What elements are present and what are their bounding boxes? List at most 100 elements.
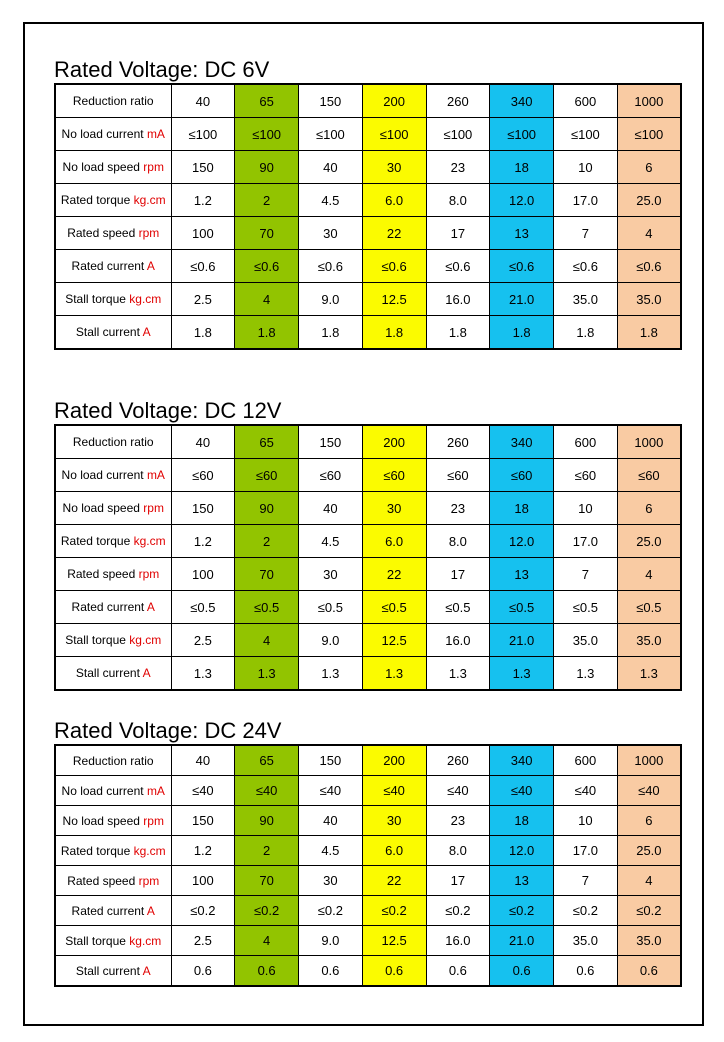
value-cell: 1.3 xyxy=(170,656,236,691)
param-label-cell: Rated speed rpm xyxy=(54,216,172,250)
table-row: Rated current A ≤0.5 ≤0.5 ≤0.5 ≤0.5 ≤0.5 ≤0.5 ≤… xyxy=(54,590,682,624)
value-cell: ≤0.2 xyxy=(361,895,427,926)
value-cell: 1.3 xyxy=(616,656,682,691)
value-cell: ≤40 xyxy=(170,775,236,806)
table-row: No load speed rpm 150 90 40 30 23 18 10 6 xyxy=(54,805,682,836)
param-unit: rpm xyxy=(138,873,160,888)
table-row: Rated speed rpm 100 70 30 22 17 13 7 4 xyxy=(54,557,682,591)
value-cell: 30 xyxy=(298,216,363,250)
param-label: Reduction ratio xyxy=(72,435,154,449)
value-cell: 16.0 xyxy=(425,623,491,657)
param-label-cell: No load current mA xyxy=(54,775,172,806)
section-title: Rated Voltage: DC 24V xyxy=(54,718,282,743)
value-cell: 35.0 xyxy=(616,623,682,657)
value-cell: 600 xyxy=(553,744,618,776)
value-cell: 4.5 xyxy=(298,524,363,558)
value-cell: ≤0.6 xyxy=(553,249,618,283)
value-cell: ≤0.6 xyxy=(489,249,554,283)
value-cell: ≤0.5 xyxy=(425,590,491,624)
value-cell: 10 xyxy=(553,805,618,836)
value-cell: 10 xyxy=(553,150,618,184)
value-cell: 260 xyxy=(425,83,491,118)
value-cell: 1.3 xyxy=(298,656,363,691)
value-cell: 35.0 xyxy=(553,623,618,657)
value-cell: 1.2 xyxy=(170,524,236,558)
value-cell: 4 xyxy=(234,925,299,956)
value-cell: 40 xyxy=(298,491,363,525)
value-cell: 6 xyxy=(616,805,682,836)
value-cell: 1.3 xyxy=(489,656,554,691)
param-label-cell: Stall current A xyxy=(54,656,172,691)
value-cell: ≤100 xyxy=(489,117,554,151)
value-cell: 150 xyxy=(170,491,236,525)
value-cell: 1.2 xyxy=(170,835,236,866)
param-unit: kg.cm xyxy=(129,933,162,948)
value-cell: 150 xyxy=(170,805,236,836)
value-cell: 23 xyxy=(425,805,491,836)
param-label-cell: Reduction ratio xyxy=(54,744,172,776)
value-cell: 1.3 xyxy=(361,656,427,691)
value-cell: 2.5 xyxy=(170,623,236,657)
value-cell: 18 xyxy=(489,805,554,836)
param-unit: mA xyxy=(146,127,165,141)
value-cell: 21.0 xyxy=(489,623,554,657)
value-cell: ≤40 xyxy=(616,775,682,806)
value-cell: 70 xyxy=(234,216,299,250)
value-cell: 25.0 xyxy=(616,183,682,217)
value-cell: 90 xyxy=(234,150,299,184)
page-frame xyxy=(23,22,704,1026)
section-title: Rated Voltage: DC 6V xyxy=(54,57,270,82)
value-cell: 0.6 xyxy=(170,955,236,987)
value-cell: ≤0.2 xyxy=(616,895,682,926)
value-cell: ≤100 xyxy=(553,117,618,151)
value-cell: 17.0 xyxy=(553,524,618,558)
param-unit: rpm xyxy=(143,501,164,515)
value-cell: 4.5 xyxy=(298,835,363,866)
value-cell: 4 xyxy=(234,623,299,657)
param-unit: rpm xyxy=(143,813,164,828)
value-cell: 1.8 xyxy=(298,315,363,350)
value-cell: 0.6 xyxy=(298,955,363,987)
value-cell: 6.0 xyxy=(361,835,427,866)
value-cell: ≤0.2 xyxy=(234,895,299,926)
value-cell: 8.0 xyxy=(425,835,491,866)
value-cell: 17 xyxy=(425,557,491,591)
value-cell: 260 xyxy=(425,744,491,776)
value-cell: 35.0 xyxy=(553,282,618,316)
value-cell: ≤0.6 xyxy=(425,249,491,283)
value-cell: 35.0 xyxy=(553,925,618,956)
value-cell: 150 xyxy=(298,424,363,459)
table-row: Stall current A 0.6 0.6 0.6 0.6 0.6 0.6 0.6 0.6 xyxy=(54,955,682,987)
param-label-cell: No load current mA xyxy=(54,458,172,492)
spec-section-dc24v: Rated Voltage: DC 24V Reduction ratio 40 6… xyxy=(54,718,682,987)
value-cell: 4 xyxy=(616,216,682,250)
param-label-cell: Rated torque kg.cm xyxy=(54,183,172,217)
value-cell: 65 xyxy=(234,744,299,776)
param-label: Stall torque xyxy=(65,292,130,306)
param-unit: mA xyxy=(146,783,165,798)
value-cell: 1.8 xyxy=(361,315,427,350)
value-cell: ≤0.5 xyxy=(553,590,618,624)
param-unit: A xyxy=(146,259,155,273)
value-cell: 1.3 xyxy=(553,656,618,691)
value-cell: 1.3 xyxy=(234,656,299,691)
value-cell: ≤100 xyxy=(425,117,491,151)
param-unit: A xyxy=(146,600,155,614)
value-cell: 13 xyxy=(489,865,554,896)
table-row: Reduction ratio 40 65 150 200 260 340 600 1000 xyxy=(54,744,682,776)
value-cell: 9.0 xyxy=(298,925,363,956)
value-cell: 40 xyxy=(298,150,363,184)
value-cell: ≤40 xyxy=(361,775,427,806)
value-cell: 2 xyxy=(234,835,299,866)
value-cell: 21.0 xyxy=(489,925,554,956)
param-unit: kg.cm xyxy=(133,193,166,207)
table-row: Rated speed rpm 100 70 30 22 17 13 7 4 xyxy=(54,216,682,250)
value-cell: ≤60 xyxy=(298,458,363,492)
value-cell: 12.0 xyxy=(489,183,554,217)
value-cell: 100 xyxy=(170,216,236,250)
value-cell: ≤60 xyxy=(234,458,299,492)
value-cell: 1.2 xyxy=(170,183,236,217)
value-cell: 23 xyxy=(425,491,491,525)
value-cell: ≤0.2 xyxy=(489,895,554,926)
value-cell: 16.0 xyxy=(425,925,491,956)
